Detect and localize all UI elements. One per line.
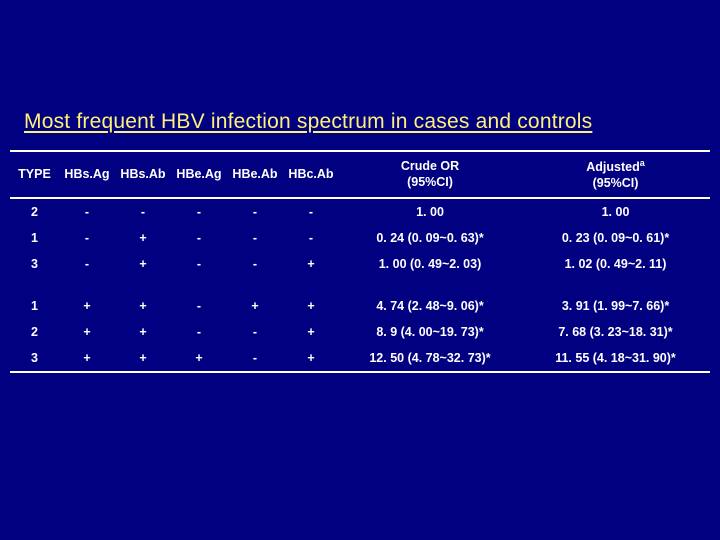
cell-crude: 1. 00 [339,198,521,225]
cell-crude: 8. 9 (4. 00~19. 73)* [339,319,521,345]
th-adj-sup: a [640,158,645,168]
th-adj-ci: (95%CI) [525,176,706,192]
cell-crude: 1. 00 (0. 49~2. 03) [339,251,521,277]
table-row: 2-----1. 001. 00 [10,198,710,225]
cell-hbeab: - [227,319,283,345]
header-row: TYPE HBs.Ag HBs.Ab HBe.Ag HBe.Ab HBc.Ab … [10,151,710,198]
cell-hbsab: + [115,345,171,372]
cell-hbsag: - [59,198,115,225]
cell-crude: 4. 74 (2. 48~9. 06)* [339,277,521,319]
slide-title: Most frequent HBV infection spectrum in … [0,0,720,144]
th-hbeab: HBe.Ab [227,151,283,198]
cell-hbeag: - [171,225,227,251]
cell-hbsag: + [59,277,115,319]
cell-hbeab: + [227,277,283,319]
th-hbcab: HBc.Ab [283,151,339,198]
cell-hbcab: - [283,225,339,251]
cell-hbcab: + [283,345,339,372]
cell-adj: 3. 91 (1. 99~7. 66)* [521,277,710,319]
cell-hbeag: - [171,251,227,277]
cell-type: 1 [10,225,59,251]
th-adj: Adjusteda (95%CI) [521,151,710,198]
cell-type: 2 [10,319,59,345]
cell-adj: 7. 68 (3. 23~18. 31)* [521,319,710,345]
th-hbsab: HBs.Ab [115,151,171,198]
table-row: 2++--+8. 9 (4. 00~19. 73)*7. 68 (3. 23~1… [10,319,710,345]
cell-hbcab: - [283,198,339,225]
cell-type: 3 [10,345,59,372]
cell-hbsag: + [59,345,115,372]
table-row: 3+++-+12. 50 (4. 78~32. 73)*11. 55 (4. 1… [10,345,710,372]
th-type: TYPE [10,151,59,198]
th-adj-label: Adjusted [586,160,639,174]
cell-hbsab: + [115,319,171,345]
cell-hbeag: - [171,198,227,225]
th-hbeag: HBe.Ag [171,151,227,198]
cell-hbcab: + [283,319,339,345]
table-row: 3-+--+1. 00 (0. 49~2. 03)1. 02 (0. 49~2.… [10,251,710,277]
cell-adj: 1. 02 (0. 49~2. 11) [521,251,710,277]
cell-hbeab: - [227,198,283,225]
cell-adj: 0. 23 (0. 09~0. 61)* [521,225,710,251]
th-crude-label: Crude OR [401,159,459,173]
cell-hbsab: + [115,225,171,251]
cell-type: 3 [10,251,59,277]
cell-hbsab: + [115,251,171,277]
cell-hbsag: + [59,319,115,345]
cell-crude: 0. 24 (0. 09~0. 63)* [339,225,521,251]
cell-hbcab: + [283,277,339,319]
th-crude-ci: (95%CI) [343,175,517,191]
table-row: 1++-++4. 74 (2. 48~9. 06)*3. 91 (1. 99~7… [10,277,710,319]
th-hbsag: HBs.Ag [59,151,115,198]
table-body: 2-----1. 001. 001-+---0. 24 (0. 09~0. 63… [10,198,710,372]
cell-hbsag: - [59,225,115,251]
cell-hbeab: - [227,251,283,277]
cell-type: 2 [10,198,59,225]
cell-hbeab: - [227,345,283,372]
cell-hbsab: + [115,277,171,319]
cell-hbeag: - [171,319,227,345]
cell-hbeag: + [171,345,227,372]
th-crude: Crude OR (95%CI) [339,151,521,198]
cell-crude: 12. 50 (4. 78~32. 73)* [339,345,521,372]
cell-hbcab: + [283,251,339,277]
cell-type: 1 [10,277,59,319]
cell-hbsag: - [59,251,115,277]
cell-adj: 11. 55 (4. 18~31. 90)* [521,345,710,372]
cell-hbeag: - [171,277,227,319]
table-row: 1-+---0. 24 (0. 09~0. 63)*0. 23 (0. 09~0… [10,225,710,251]
cell-hbsab: - [115,198,171,225]
hbv-table: TYPE HBs.Ag HBs.Ab HBe.Ag HBe.Ab HBc.Ab … [10,150,710,373]
cell-hbeab: - [227,225,283,251]
cell-adj: 1. 00 [521,198,710,225]
